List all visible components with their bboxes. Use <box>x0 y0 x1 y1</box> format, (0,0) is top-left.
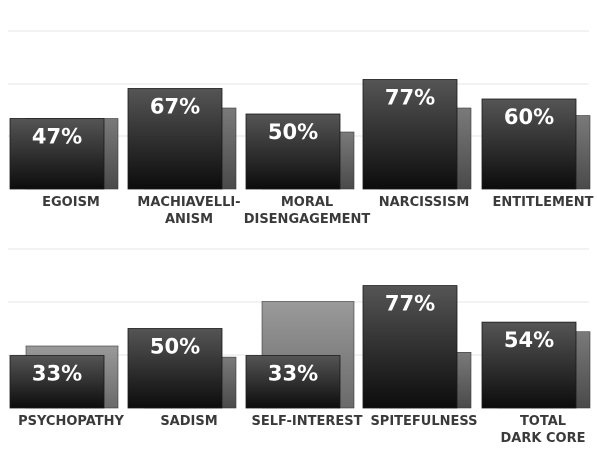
data-label: 77% <box>385 292 435 316</box>
bar-main <box>9 118 105 190</box>
category-label: TOTAL DARK CORE <box>501 414 586 446</box>
category-label: PSYCHOPATHY <box>18 414 124 429</box>
category-label: MORAL DISENGAGEMENT <box>244 195 371 227</box>
category-label: SPITEFULNESS <box>370 414 477 429</box>
data-label: 33% <box>32 362 82 386</box>
data-label: 77% <box>385 86 435 110</box>
bar-main <box>481 321 577 409</box>
data-label: 60% <box>504 105 554 129</box>
data-label: 67% <box>150 95 200 119</box>
bar-main <box>127 88 223 190</box>
chart-panel-top: 47% EGOISM 67% MACHIAVELLI-ANISM 50% MORAL DIS… <box>8 30 594 227</box>
bar-main <box>9 355 105 409</box>
category-label: ENTITLEMENT <box>492 195 593 210</box>
data-label: 54% <box>504 328 554 352</box>
bar-main <box>362 79 458 190</box>
bar-main <box>245 355 341 409</box>
category-label: EGOISM <box>42 195 100 210</box>
bar-main <box>362 285 458 409</box>
chart-panel-bottom: 33% PSYCHOPATHY 50% SADISM 33% SELF-INTEREST 7… <box>8 248 591 446</box>
bar-main <box>245 113 341 190</box>
category-label: NARCISSISM <box>379 195 470 210</box>
data-label: 50% <box>268 120 318 144</box>
data-label: 47% <box>32 125 82 149</box>
bar-main <box>481 98 577 190</box>
category-label: SADISM <box>160 414 217 429</box>
category-label: MACHIAVELLI-ANISM <box>137 195 240 227</box>
data-label: 33% <box>268 362 318 386</box>
category-label: SELF-INTEREST <box>252 414 363 429</box>
data-label: 50% <box>150 335 200 359</box>
bar-main <box>127 328 223 409</box>
